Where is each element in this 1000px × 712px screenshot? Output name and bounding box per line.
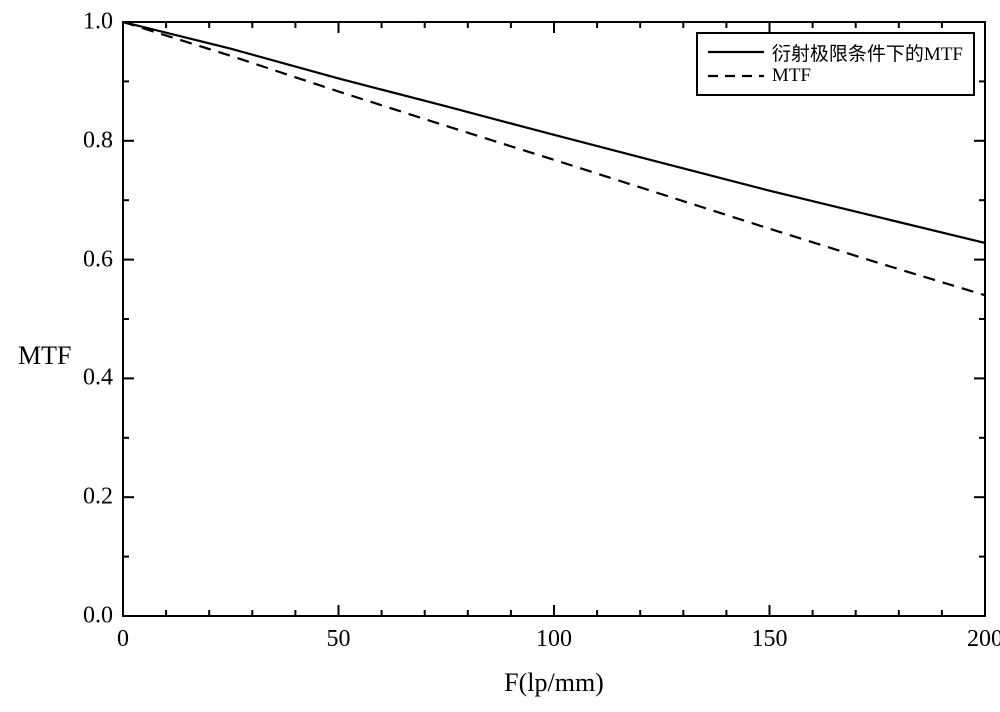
- plot-area: [123, 22, 985, 616]
- legend-label-diffraction: 衍射极限条件下的MTF: [772, 39, 963, 66]
- x-tick-label: 150: [752, 626, 788, 653]
- chart-svg: [0, 0, 1000, 712]
- x-axis-label: F(lp/mm): [0, 668, 1000, 698]
- x-tick-label: 0: [117, 626, 129, 653]
- y-tick-label: 0.6: [83, 246, 113, 273]
- legend-label-mtf: MTF: [772, 65, 811, 87]
- x-tick-label: 50: [327, 626, 351, 653]
- x-tick-label: 100: [536, 626, 572, 653]
- x-tick-label: 200: [967, 626, 1000, 653]
- legend-swatch-dash: [708, 66, 764, 86]
- legend: 衍射极限条件下的MTF MTF: [696, 32, 975, 96]
- y-tick-label: 0.2: [83, 484, 113, 511]
- chart-root: MTF F(lp/mm) 衍射极限条件下的MTF MTF 0 50 100 150 20…: [0, 0, 1000, 712]
- y-axis-label: MTF: [18, 341, 71, 371]
- y-tick-label: 0.8: [83, 127, 113, 154]
- y-tick-label: 0.4: [83, 365, 113, 392]
- legend-item-mtf: MTF: [708, 64, 963, 88]
- y-tick-label: 1.0: [83, 9, 113, 36]
- legend-swatch-solid: [708, 42, 764, 62]
- legend-item-diffraction: 衍射极限条件下的MTF: [708, 40, 963, 64]
- y-tick-label: 0.0: [83, 603, 113, 630]
